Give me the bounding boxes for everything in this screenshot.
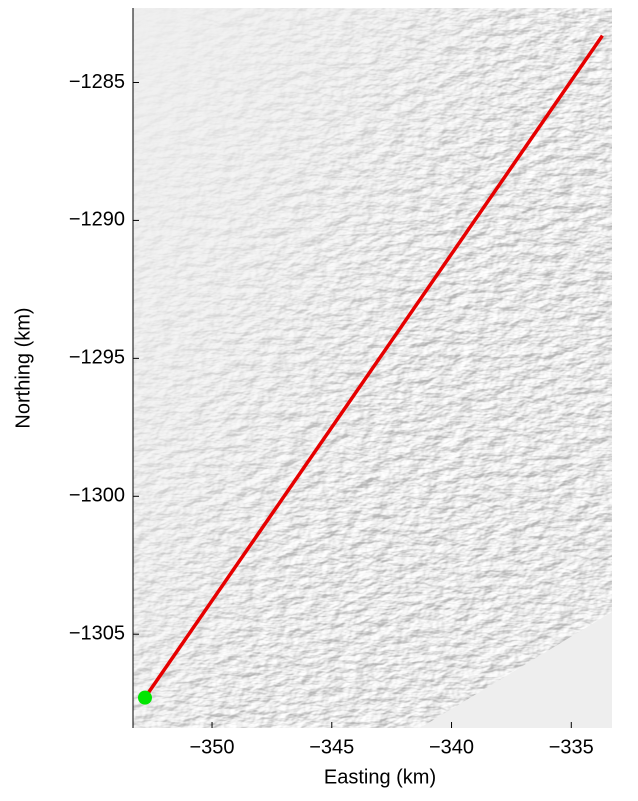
y-tick-label: −1300	[69, 485, 125, 507]
y-tick-label: −1290	[69, 209, 125, 231]
start-point	[137, 690, 152, 705]
x-axis-label: Easting (km)	[324, 766, 436, 788]
x-tick-label: −345	[309, 736, 354, 758]
x-tick-label: −350	[190, 736, 235, 758]
y-tick-label: −1295	[69, 347, 125, 369]
y-tick-label: −1305	[69, 622, 125, 644]
y-axis-label: Northing (km)	[12, 307, 34, 428]
y-tick-label: −1285	[69, 71, 125, 93]
track-line	[143, 34, 604, 699]
x-tick-label: −340	[429, 736, 474, 758]
x-tick-label: −335	[549, 736, 594, 758]
